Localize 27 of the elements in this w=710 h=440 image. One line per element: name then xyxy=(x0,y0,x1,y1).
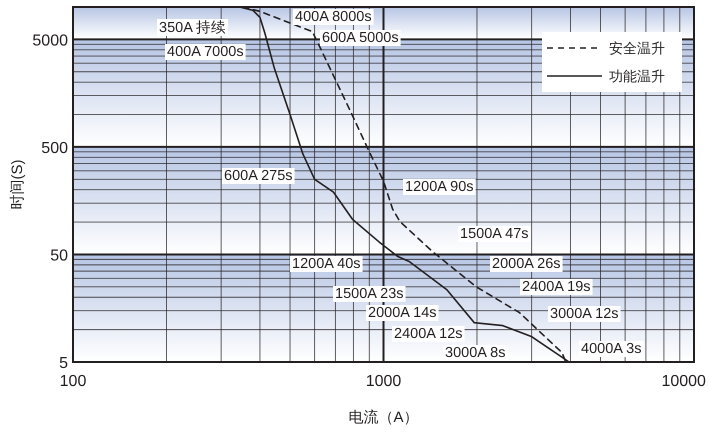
annotation: 2400A 12s xyxy=(392,326,465,342)
annotation: 400A 8000s xyxy=(293,9,374,25)
x-tick-label: 1000 xyxy=(366,373,402,390)
annotation: 350A 持续 xyxy=(157,19,228,36)
x-axis-title: 电流（A） xyxy=(348,409,419,426)
annotation: 3000A 8s xyxy=(443,345,508,361)
annotation: 3000A 12s xyxy=(548,306,621,322)
annotation: 2000A 14s xyxy=(366,305,439,321)
y-tick-label: 5 xyxy=(59,355,68,372)
annotation: 2400A 19s xyxy=(520,279,593,295)
legend-label: 功能温升 xyxy=(609,68,665,84)
annotation: 1200A 40s xyxy=(290,256,363,272)
annotation: 4000A 3s xyxy=(579,341,644,357)
y-tick-label: 5000 xyxy=(32,32,68,50)
annotation: 600A 275s xyxy=(222,168,295,184)
annotation: 600A 5000s xyxy=(320,30,401,46)
x-tick-label: 10000 xyxy=(661,373,706,390)
annotation: 400A 7000s xyxy=(165,44,246,60)
annotation: 2000A 26s xyxy=(490,256,563,272)
annotation: 1200A 90s xyxy=(403,179,476,195)
y-axis-title: 时间(S) xyxy=(9,160,26,210)
x-tick-label: 100 xyxy=(60,373,86,390)
legend-label: 安全温升 xyxy=(609,40,665,56)
y-tick-label: 500 xyxy=(41,140,68,157)
annotation: 1500A 47s xyxy=(458,226,531,242)
y-tick-label: 50 xyxy=(50,247,68,264)
annotation: 1500A 23s xyxy=(333,286,406,302)
